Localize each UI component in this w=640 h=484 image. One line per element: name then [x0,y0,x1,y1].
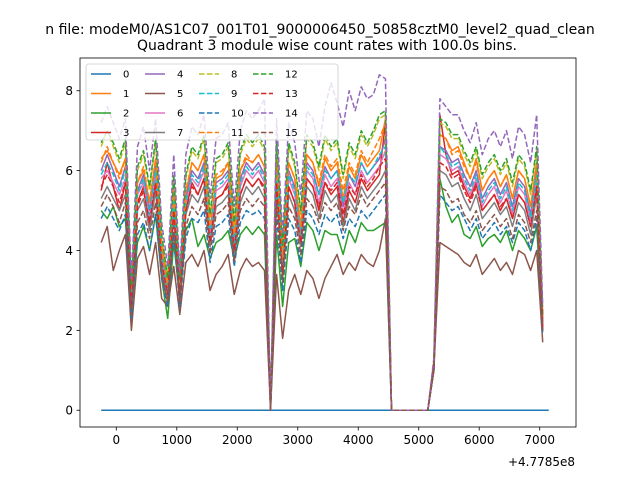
series-line-12 [100,109,544,411]
legend-label-7: 7 [177,128,183,139]
x-tick-label: 3000 [282,433,313,447]
y-tick-label: 0 [65,404,73,418]
series-line-11 [100,121,544,411]
y-tick-label: 8 [65,84,73,98]
axes: 0 1000 2000 3000 4000 5000 6000 7000 0 2 4 6 8 [65,57,577,447]
x-tick-label: 1000 [162,433,193,447]
series-line-15 [100,181,544,411]
x-tick-label: 7000 [524,433,555,447]
legend-label-14: 14 [285,109,298,120]
legend-label-2: 2 [123,109,129,120]
chart-title: Quadrant 3 module wise count rates with … [137,38,517,54]
legend-label-5: 5 [177,89,183,100]
legend-box [85,63,339,141]
legend-label-10: 10 [231,109,244,120]
x-tick-label: 6000 [464,433,495,447]
x-tick-label: 2000 [222,433,253,447]
y-tick-label: 2 [65,324,73,338]
series-line-13 [100,157,544,411]
legend-label-1: 1 [123,89,129,100]
legend-label-6: 6 [177,109,183,120]
legend-label-9: 9 [231,89,237,100]
figure-suptitle: n file: modeM0/AS1C07_001T01_9000006450_… [45,22,594,38]
y-tick-label: 6 [65,164,73,178]
series-line-5 [100,217,544,411]
series-line-10 [100,193,544,411]
legend-label-3: 3 [123,128,129,139]
axes-frame [79,57,577,428]
legend-label-11: 11 [231,128,244,139]
legend-label-15: 15 [285,128,298,139]
legend-label-8: 8 [231,70,237,81]
x-tick-label: 0 [112,433,120,447]
x-tick-label: 5000 [403,433,434,447]
x-tick-label: 4000 [343,433,374,447]
legend-label-0: 0 [123,70,129,81]
legend-label-4: 4 [177,70,183,81]
legend-label-13: 13 [285,89,298,100]
y-tick-label: 4 [65,244,73,258]
series-line-9 [100,145,544,411]
legend-label-12: 12 [285,70,298,81]
x-offset-label: +4.7785e8 [508,455,575,469]
